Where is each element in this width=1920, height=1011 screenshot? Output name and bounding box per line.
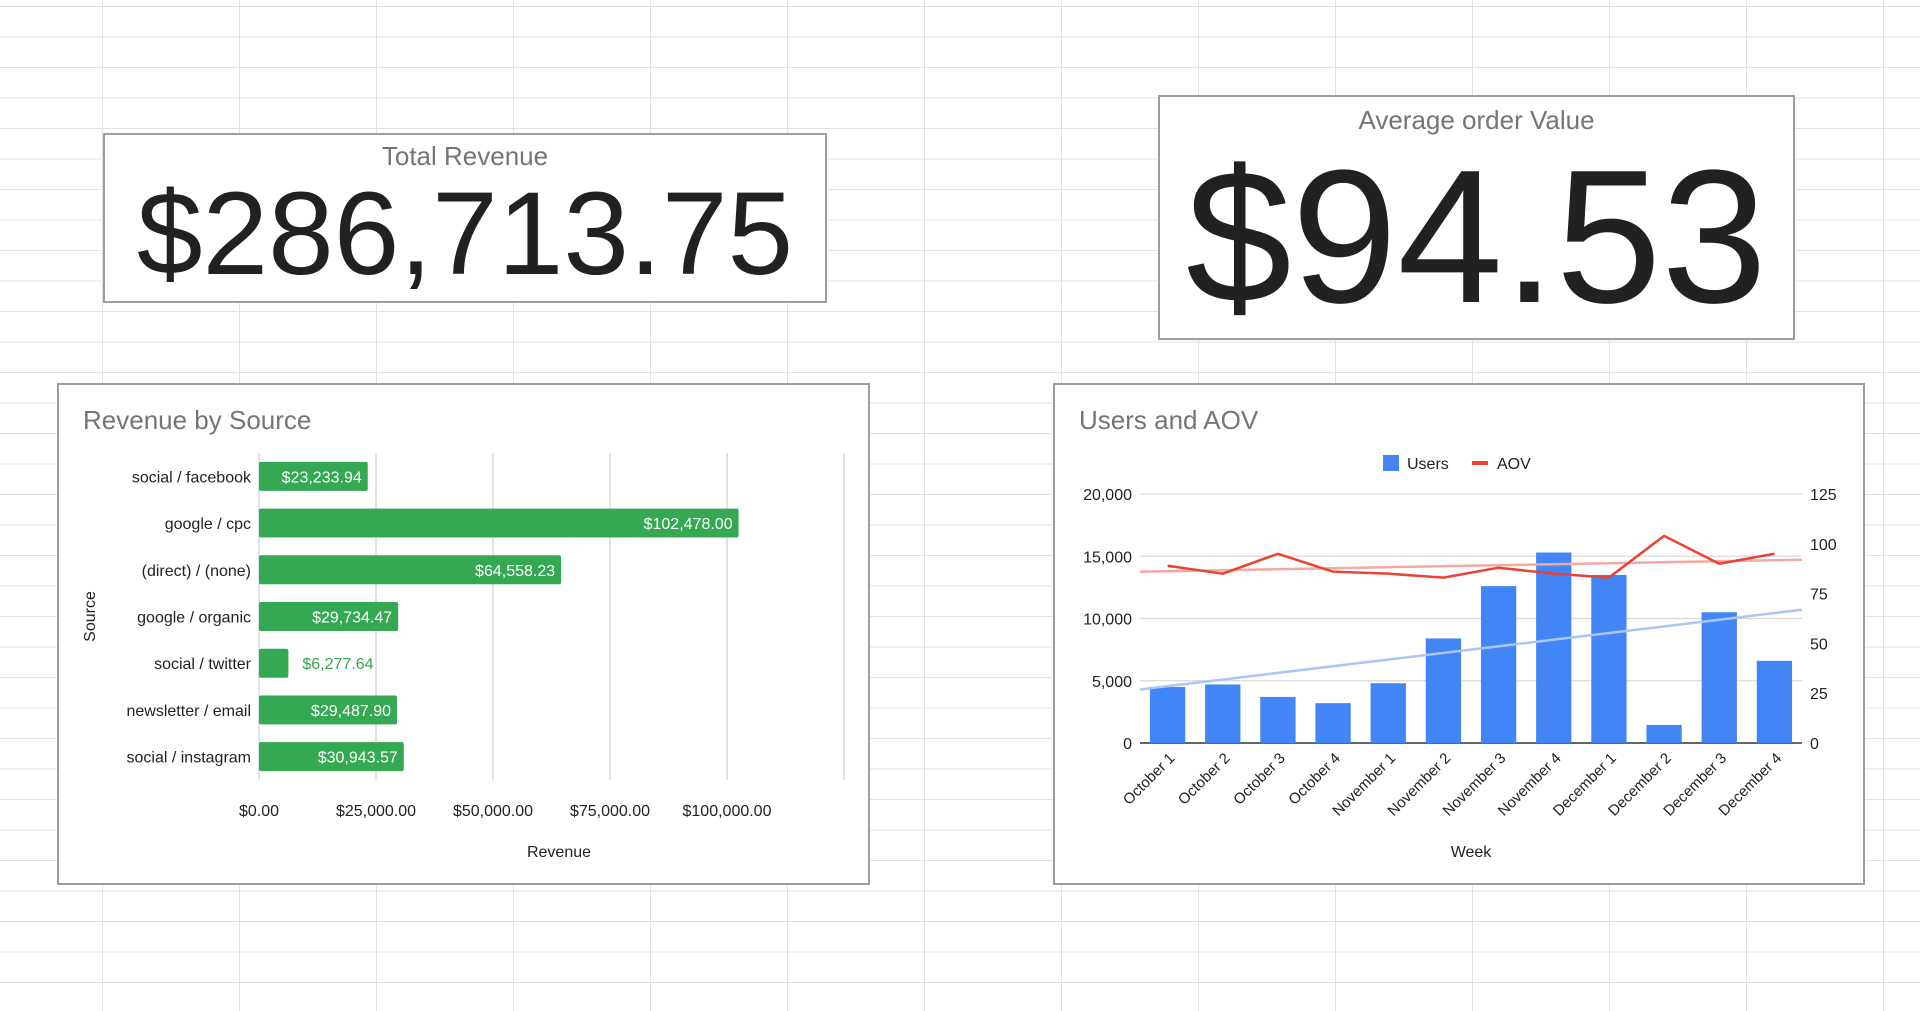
data-label: $29,487.90 (311, 703, 391, 720)
data-label: $23,233.94 (282, 469, 362, 486)
bar (259, 555, 562, 585)
users-and-aov-plot: 0 5,000 10,000 15,000 20,000 0 25 50 75 100 125 Oct… (1083, 455, 1837, 861)
y-tick-label: (direct) / (none) (142, 563, 251, 580)
data-label: $102,478.00 (644, 516, 733, 533)
bar (259, 461, 368, 491)
revenue-by-source-plot: social / facebook $23,233.94 google / cpc $… (82, 453, 845, 861)
legend-label-aov: AOV (1497, 456, 1531, 473)
data-label: $6,277.64 (302, 656, 373, 673)
y-right-tick-label: 50 (1810, 636, 1828, 653)
legend-swatch-users (1383, 455, 1399, 471)
y-left-tick-label: 15,000 (1083, 549, 1132, 566)
x-tick-label: $100,000.00 (683, 803, 772, 820)
bar (1480, 586, 1517, 743)
x-axis-title: Revenue (527, 844, 591, 861)
y-right-tick-label: 0 (1810, 736, 1819, 753)
bar (259, 742, 404, 772)
legend-label-users: Users (1407, 456, 1449, 473)
y-tick-label: google / cpc (165, 516, 251, 533)
bar (1536, 552, 1572, 743)
chart-title: Users and AOV (1079, 405, 1259, 435)
y-right-tick-label: 75 (1810, 587, 1828, 604)
data-label: $64,558.23 (475, 563, 555, 580)
bar (1205, 684, 1241, 743)
y-right-tick-label: 25 (1810, 686, 1828, 703)
y-tick-label: social / instagram (127, 750, 252, 767)
y-left-tick-label: 5,000 (1092, 674, 1132, 691)
legend-swatch-aov (1472, 461, 1488, 465)
x-tick-label: $0.00 (239, 803, 279, 820)
x-tick-label: $50,000.00 (453, 803, 533, 820)
x-axis-title: Week (1451, 844, 1493, 861)
bar (1646, 724, 1682, 743)
y-tick-label: social / twitter (154, 656, 252, 673)
bar (259, 508, 739, 538)
bar (1425, 638, 1462, 743)
y-left-tick-label: 20,000 (1083, 487, 1132, 504)
aov-scorecard[interactable]: Average order Value $94.53 (1158, 95, 1795, 340)
y-tick-label: newsletter / email (127, 703, 252, 720)
y-left-tick-label: 0 (1123, 736, 1132, 753)
bar (259, 695, 398, 725)
x-tick-label: $25,000.00 (336, 803, 416, 820)
data-label: $29,734.47 (312, 610, 392, 627)
y-tick-label: social / facebook (132, 469, 252, 486)
bar (1701, 612, 1737, 743)
x-tick-label: October 4 (1285, 750, 1344, 809)
total-revenue-value: $286,713.75 (136, 168, 794, 300)
data-label: $30,943.57 (318, 750, 398, 767)
x-tick-label: October 1 (1120, 750, 1179, 809)
aov-line (1167, 534, 1775, 579)
x-tick-label: $75,000.00 (570, 803, 650, 820)
x-tick-label: October 2 (1175, 750, 1234, 809)
bar (259, 648, 289, 678)
bar (1315, 703, 1351, 743)
y-axis-title: Source (82, 591, 99, 642)
total-revenue-title: Total Revenue (381, 141, 549, 171)
x-tick-label: October 3 (1230, 750, 1289, 809)
bar (259, 602, 399, 631)
aov-value: $94.53 (1185, 131, 1768, 343)
total-revenue-scorecard[interactable]: Total Revenue $286,713.75 (103, 133, 827, 303)
y-left-tick-label: 10,000 (1083, 612, 1132, 629)
chart-title: Revenue by Source (83, 405, 312, 435)
users-and-aov-chart[interactable]: Users and AOV 0 5,000 10,000 15,000 20,000 0 2… (1053, 383, 1865, 885)
bar (1260, 696, 1296, 743)
bar (1591, 574, 1627, 743)
y-right-tick-label: 100 (1810, 537, 1837, 554)
aov-trendline (1139, 558, 1803, 573)
bar (1756, 660, 1793, 743)
revenue-by-source-chart[interactable]: Revenue by Source social / facebook $23,2… (57, 383, 870, 885)
users-trendline (1139, 608, 1803, 691)
bar (1149, 686, 1186, 743)
y-right-tick-label: 125 (1810, 487, 1837, 504)
y-tick-label: google / organic (137, 610, 251, 627)
bar (1370, 683, 1406, 743)
aov-title: Average order Value (1358, 105, 1595, 135)
